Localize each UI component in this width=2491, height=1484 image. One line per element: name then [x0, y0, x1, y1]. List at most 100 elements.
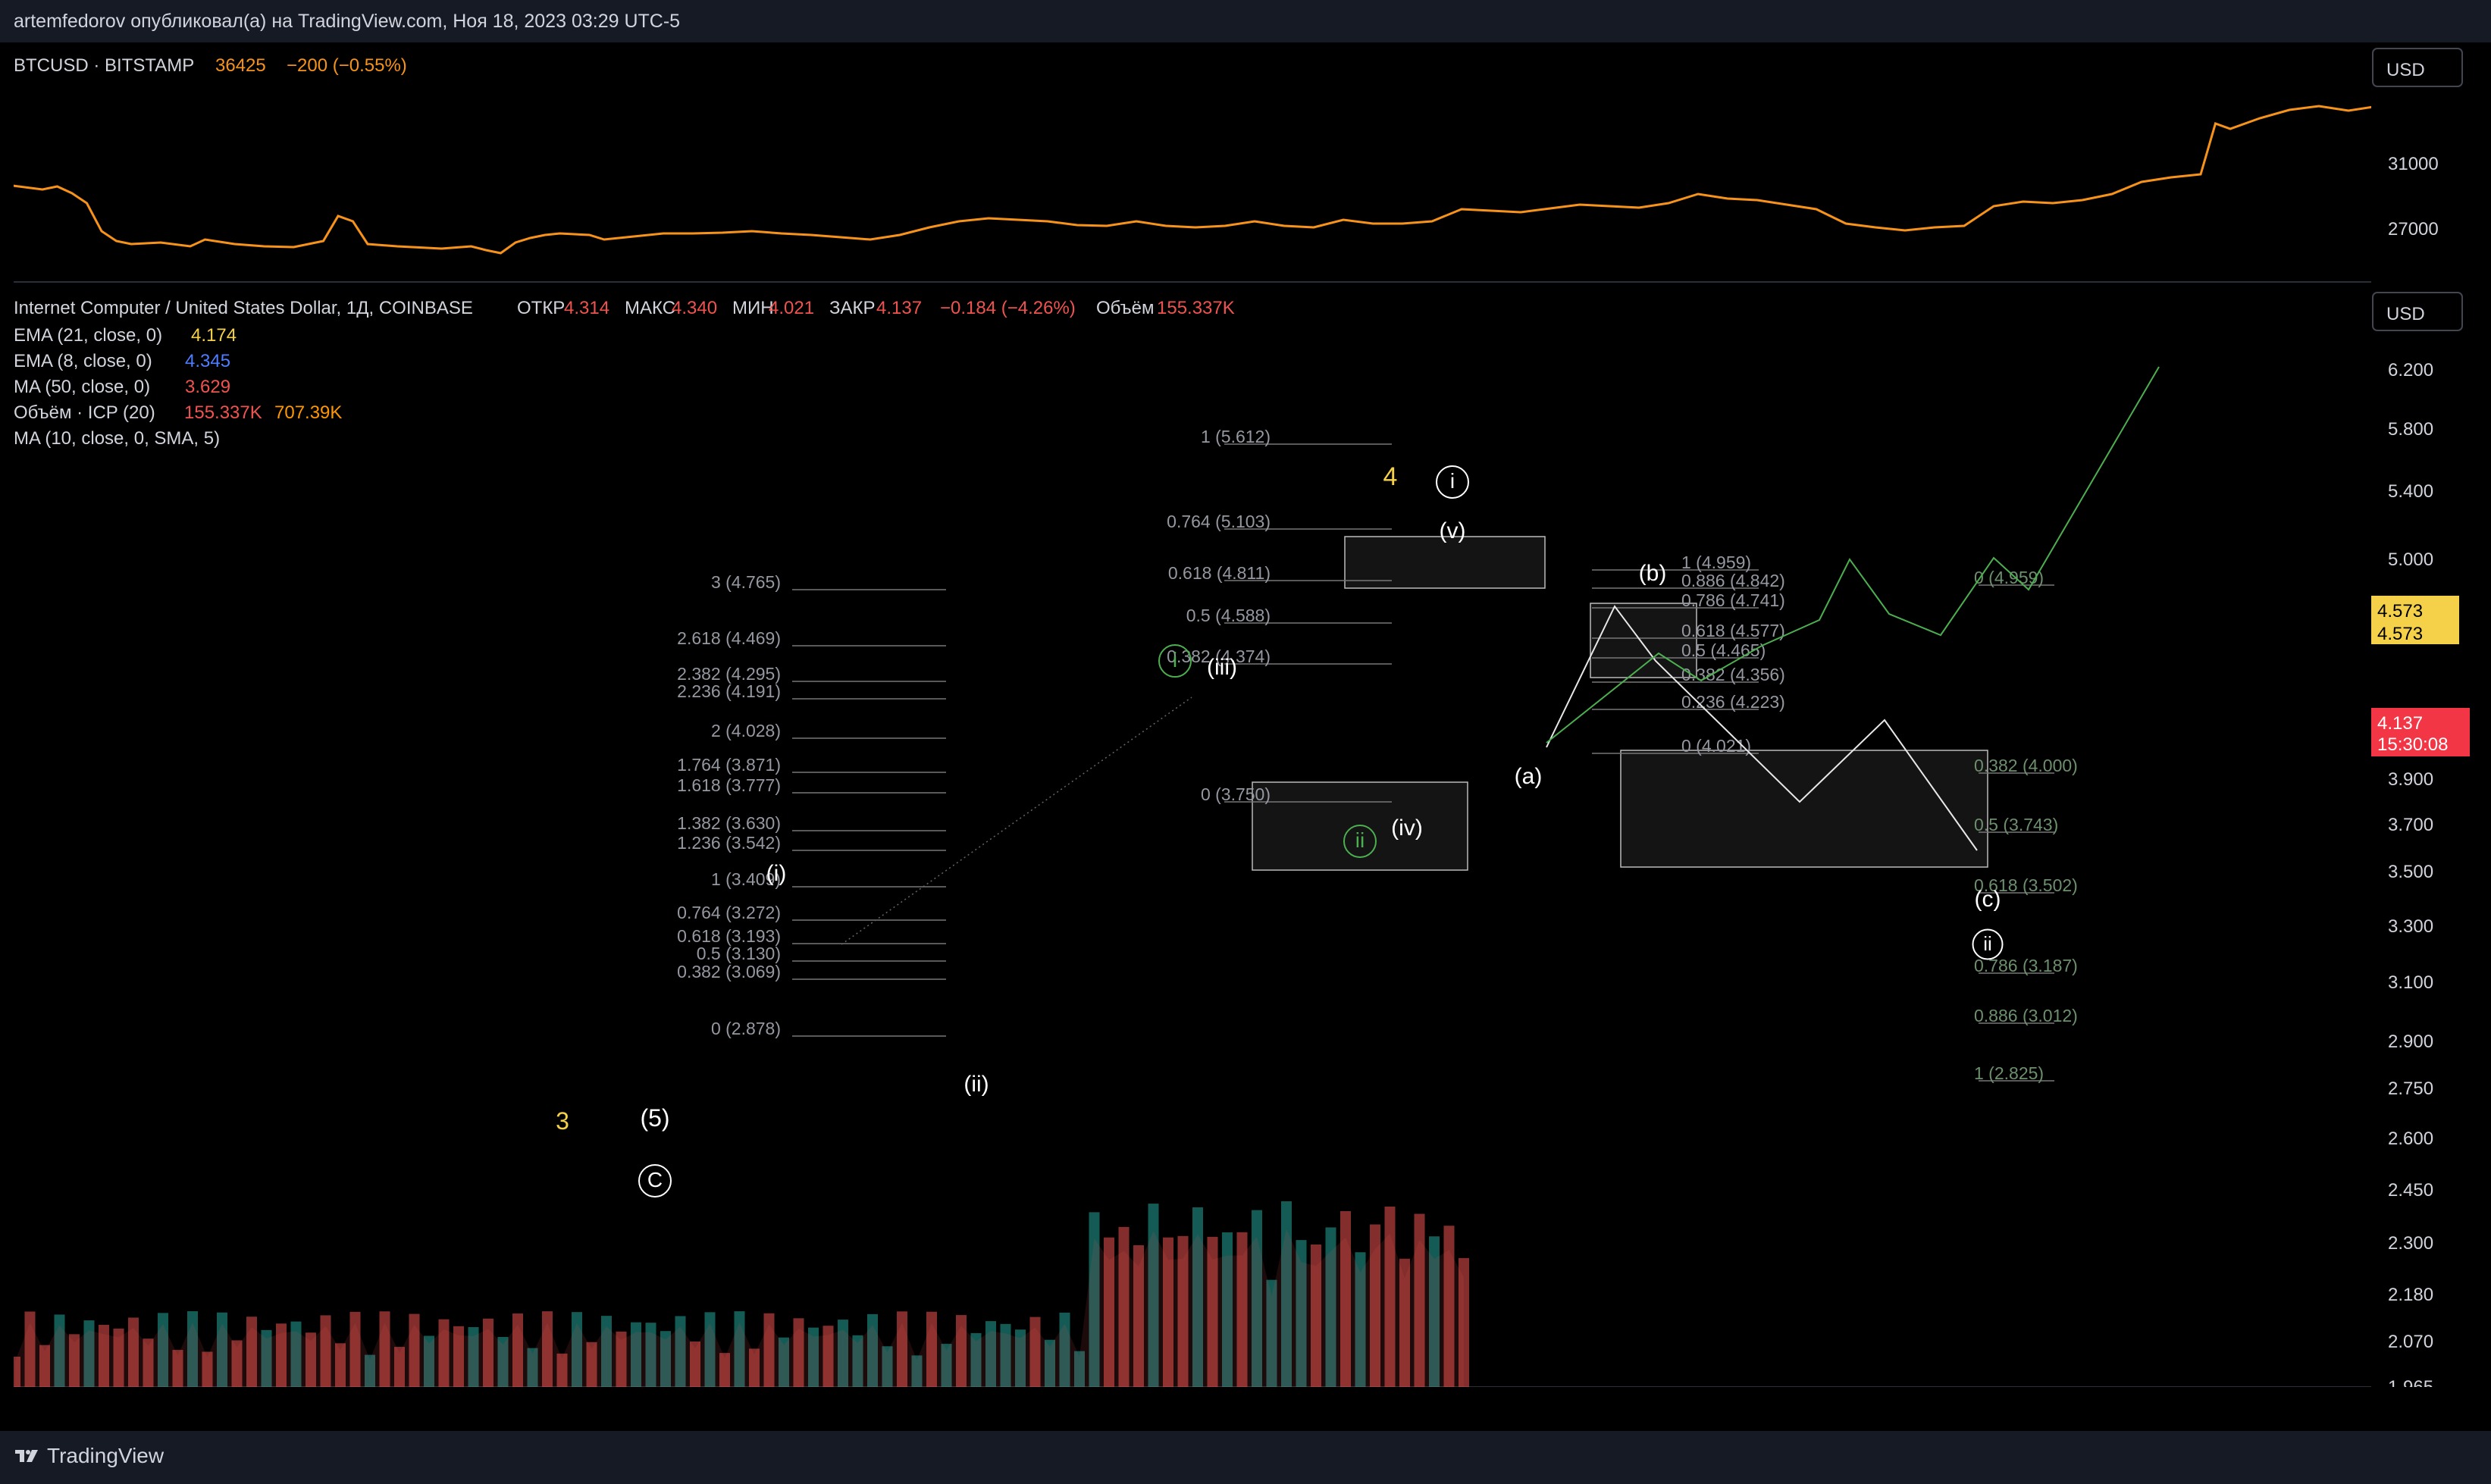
volume-bar	[217, 1312, 227, 1387]
volume-bar	[497, 1336, 509, 1387]
fib-label: 0 (2.878)	[711, 1019, 781, 1038]
fib-label: 0.382 (4.356)	[1681, 665, 1785, 684]
volume-bar	[1266, 1279, 1277, 1387]
volume-bar	[586, 1342, 597, 1387]
change-value: −0.184 (−4.26%)	[940, 298, 1076, 318]
volume-bar	[734, 1311, 745, 1387]
fib-label: 2.618 (4.469)	[677, 628, 781, 648]
price-tick: 2.180	[2388, 1285, 2433, 1305]
target-box-b	[1590, 603, 1697, 678]
volume-bar	[941, 1344, 952, 1387]
wave-circle	[1158, 644, 1192, 678]
fib-label: 0.618 (4.811)	[1168, 563, 1271, 583]
btc-price: 36425	[215, 55, 266, 76]
footer-bar: TradingView	[0, 1431, 2491, 1484]
volume-bar	[512, 1313, 523, 1387]
volume-bar	[1015, 1329, 1026, 1387]
wave-circle	[1343, 825, 1377, 858]
tradingview-logo[interactable]: TradingView	[14, 1444, 164, 1468]
volume-bar	[128, 1317, 139, 1387]
volume-bar	[83, 1320, 95, 1387]
indicator-label: EMA (8, close, 0)	[14, 351, 152, 371]
volume-bar	[616, 1331, 627, 1387]
indicator-value: 4.174	[191, 325, 237, 346]
volume-bar	[54, 1314, 65, 1387]
volume-bar	[113, 1328, 124, 1387]
volume-bar	[985, 1321, 996, 1387]
target-box-v	[1344, 536, 1546, 589]
wave-label: 3	[556, 1107, 569, 1135]
volume-bar	[808, 1327, 819, 1387]
volume-bar	[675, 1316, 686, 1387]
wave-circle	[638, 1164, 672, 1198]
volume-bar	[1355, 1252, 1366, 1387]
main-currency-box	[2372, 292, 2463, 331]
tradingview-icon	[15, 1450, 38, 1462]
chart-svg[interactable]: 3 (4.765) 2.618 (4.469) 2.382 (4.295)2.236…	[14, 42, 2371, 1387]
ohlc-key: МАКС	[625, 298, 675, 318]
indicator-value: 3.629	[185, 377, 230, 397]
volume-bar	[926, 1311, 937, 1387]
volume-bar	[14, 1357, 20, 1387]
price-tick: 1.965	[2388, 1377, 2433, 1387]
fib-label: 0.5 (4.465)	[1681, 640, 1766, 660]
volume-bar	[335, 1343, 346, 1387]
price-scale-svg[interactable]: USDUSD31000270006.2005.8005.4005.0004.20…	[2371, 42, 2470, 1387]
indicator-label: MA (50, close, 0)	[14, 377, 150, 397]
fib-label: 0 (3.750)	[1201, 784, 1271, 804]
ohlc-key: ЗАКР	[829, 298, 876, 318]
fib-label: 1 (3.409)	[711, 869, 781, 889]
volume-bar	[1074, 1351, 1085, 1387]
indicator-value2: 707.39K	[274, 402, 342, 423]
btc-currency: USD	[2386, 60, 2425, 80]
ohlc-value: 4.340	[672, 298, 717, 318]
volume-bar	[290, 1321, 302, 1387]
volume-bar	[39, 1345, 50, 1387]
chart-area[interactable]: 3 (4.765) 2.618 (4.469) 2.382 (4.295) 2.236…	[14, 42, 2371, 1387]
main-symbol: Internet Computer / United States Dollar…	[14, 298, 473, 318]
volume-bar	[956, 1315, 967, 1387]
volume-bar	[379, 1311, 390, 1387]
volume-bar	[453, 1326, 464, 1387]
volume-bar	[601, 1316, 612, 1387]
price-tick: 2.300	[2388, 1233, 2433, 1254]
volume-bar	[1222, 1232, 1233, 1387]
price-scale[interactable]: USDUSD31000270006.2005.8005.4005.0004.20…	[2371, 42, 2470, 1387]
wave-label: C	[647, 1168, 663, 1191]
volume-bar	[143, 1338, 154, 1387]
volume-bar	[1133, 1244, 1144, 1387]
brand-label: TradingView	[47, 1444, 164, 1467]
volume-bar	[202, 1351, 213, 1387]
volume-bar	[1311, 1244, 1321, 1387]
volume-bar	[246, 1317, 257, 1387]
wave-label: ii	[1983, 932, 1992, 955]
wave-label: (i)	[766, 861, 787, 886]
volume-bar	[763, 1313, 775, 1387]
fib-label: 2.236 (4.191)	[677, 681, 781, 701]
volume-value: 155.337K	[1157, 298, 1235, 318]
price-tick: 3.100	[2388, 972, 2433, 993]
indicator-value: 155.337K	[184, 402, 262, 423]
volume-bar	[793, 1318, 804, 1387]
volume-bar	[1148, 1204, 1159, 1387]
wave-label: i	[1450, 469, 1455, 493]
volume-bar	[897, 1311, 907, 1387]
volume-bar	[779, 1337, 789, 1387]
volume-bar	[468, 1327, 479, 1387]
level-tag: 4.573	[2377, 601, 2423, 621]
volume-bar	[1104, 1237, 1114, 1387]
price-tick: 2.600	[2388, 1129, 2433, 1149]
fib-label: 0.618 (3.193)	[677, 926, 781, 946]
header-bar: artemfedorov опубликовал(а) на TradingVi…	[0, 0, 2491, 42]
volume-bar	[1089, 1212, 1100, 1387]
btc-comparison-line	[14, 105, 2371, 255]
fib-label: 1.236 (3.542)	[677, 833, 781, 853]
countdown-tag: 15:30:08	[2377, 734, 2448, 755]
fib-label: 0.618 (3.502)	[1974, 875, 2078, 895]
volume-bar	[631, 1322, 641, 1387]
price-tick: 2.450	[2388, 1180, 2433, 1201]
volume-bar	[527, 1348, 538, 1387]
volume-bar	[172, 1350, 183, 1387]
wave-label: i	[1173, 648, 1177, 672]
volume-bar	[719, 1353, 730, 1387]
